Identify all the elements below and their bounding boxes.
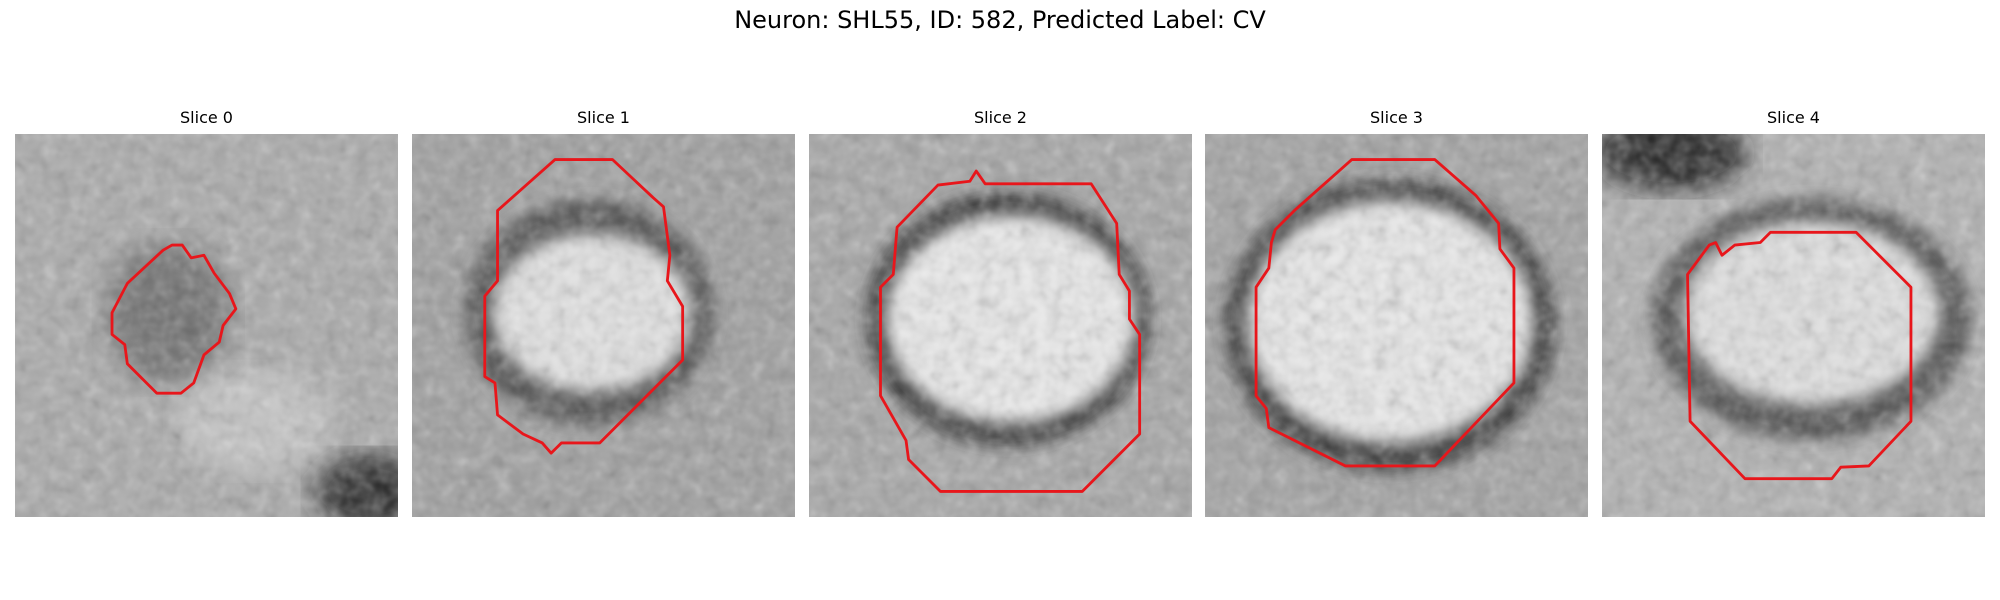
slice-title: Slice 4 [1767,108,1820,127]
slice-image [1205,134,1588,517]
slice-title: Slice 1 [577,108,630,127]
slice-image [1602,134,1985,517]
slice-panel: Slice 1 [412,107,795,517]
slice-panel: Slice 2 [809,107,1192,517]
slice-title: Slice 0 [180,108,233,127]
slice-panel: Slice 4 [1602,107,1985,517]
slice-image [15,134,398,517]
figure-title: Neuron: SHL55, ID: 582, Predicted Label:… [734,6,1266,34]
slice-title: Slice 3 [1370,108,1423,127]
slice-panel: Slice 0 [15,107,398,517]
slice-image [412,134,795,517]
slice-panel: Slice 3 [1205,107,1588,517]
slice-image [809,134,1192,517]
slice-title: Slice 2 [974,108,1027,127]
